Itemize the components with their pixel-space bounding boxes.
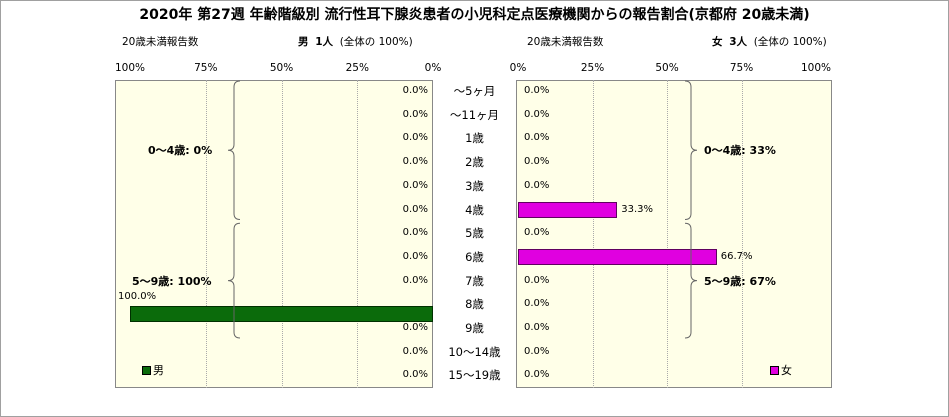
male-gridline <box>205 80 207 388</box>
female-legend-swatch <box>770 365 779 375</box>
female-bar <box>518 248 717 265</box>
female-group-brace <box>684 222 698 339</box>
age-category-label: 1歳 <box>465 131 484 146</box>
left-summary: 男 1人 (全体の 100%) <box>298 34 413 49</box>
male-legend-label: 男 <box>153 364 164 377</box>
male-data-label: 0.0% <box>402 156 428 168</box>
right-caption: 20歳未満報告数 <box>527 36 604 48</box>
female-data-label: 0.0% <box>524 227 550 239</box>
male-gridline <box>281 80 283 388</box>
age-category-label: 6歳 <box>465 249 484 264</box>
female-x-tick-label: 25% <box>580 62 605 74</box>
male-group-brace <box>227 222 241 339</box>
female-x-tick-label: 100% <box>801 62 832 74</box>
female-gridline <box>592 80 594 388</box>
male-data-label: 0.0% <box>402 274 428 286</box>
male-legend-swatch <box>142 365 151 375</box>
female-data-label: 66.7% <box>720 250 753 262</box>
male-group-brace <box>227 80 241 220</box>
female-data-label: 0.0% <box>524 345 550 357</box>
age-category-label: 7歳 <box>465 273 484 288</box>
female-gridline <box>667 80 668 388</box>
age-category-label: ～5ヶ月 <box>453 84 496 98</box>
age-category-label: 5歳 <box>465 226 484 241</box>
male-data-label: 0.0% <box>402 369 428 381</box>
female-group-brace <box>684 80 698 220</box>
right-count: 3人 <box>729 36 747 48</box>
male-data-label: 0.0% <box>402 227 428 239</box>
male-x-tick-label: 75% <box>194 62 218 74</box>
male-data-label: 0.0% <box>402 203 428 215</box>
age-category-label: 9歳 <box>465 321 484 335</box>
male-data-label: 0.0% <box>402 322 428 333</box>
male-group-label: 0～4歳: 0% <box>148 144 213 158</box>
left-caption: 20歳未満報告数 <box>122 36 199 48</box>
female-gridline <box>741 80 743 388</box>
chart-title: 2020年 第27週 年齢階級別 流行性耳下腺炎患者の小児科定点医療機関からの報… <box>139 7 810 23</box>
right-share: (全体の 100%) <box>753 36 827 48</box>
female-data-label: 0.0% <box>524 274 550 286</box>
female-data-label: 33.3% <box>621 203 653 215</box>
male-legend: 男 <box>142 362 164 378</box>
male-group-label: 5～9歳: 100% <box>132 274 212 288</box>
female-group-label: 5～9歳: 67% <box>704 274 776 288</box>
left-share: (全体の 100%) <box>339 36 413 48</box>
female-plot-area <box>516 80 832 388</box>
male-data-label: 0.0% <box>402 345 428 357</box>
right-summary: 女 3人 (全体の 100%) <box>712 34 827 49</box>
male-x-tick-label: 100% <box>115 62 146 74</box>
age-category-label: 10～14歳 <box>448 344 501 359</box>
age-category-label: 4歳 <box>465 202 484 217</box>
age-category-label: 3歳 <box>465 178 484 193</box>
female-data-label: 0.0% <box>524 298 550 310</box>
female-group-label: 0～4歳: 33% <box>704 144 776 158</box>
age-category-label: 2歳 <box>465 155 484 170</box>
left-count: 1人 <box>315 36 333 48</box>
female-data-label: 0.0% <box>524 179 550 191</box>
age-category-label: 15～19歳 <box>448 368 501 383</box>
male-data-label: 0.0% <box>402 250 428 262</box>
male-data-label: 100.0% <box>118 291 157 303</box>
male-x-tick-label: 0% <box>424 62 442 74</box>
age-category-label: ～11ヶ月 <box>449 107 500 122</box>
male-x-tick-label: 25% <box>345 62 369 74</box>
female-data-label: 0.0% <box>524 369 550 381</box>
left-sex: 男 <box>298 36 309 48</box>
male-x-tick-label: 50% <box>269 62 294 74</box>
female-bar <box>518 201 618 218</box>
male-data-label: 0.0% <box>402 108 428 120</box>
age-category-label: 8歳 <box>465 297 484 312</box>
female-x-tick-label: 50% <box>655 62 679 74</box>
female-data-label: 0.0% <box>524 108 550 120</box>
male-data-label: 0.0% <box>402 132 428 144</box>
female-data-label: 0.0% <box>524 322 550 333</box>
male-gridline <box>357 80 359 388</box>
female-data-label: 0.0% <box>524 156 550 168</box>
male-bar <box>130 306 433 323</box>
male-plot-area <box>115 80 433 388</box>
female-legend-label: 女 <box>781 364 792 377</box>
female-data-label: 0.0% <box>524 132 550 144</box>
right-sex: 女 <box>712 36 723 48</box>
female-x-tick-label: 0% <box>509 62 527 74</box>
female-legend: 女 <box>770 362 792 378</box>
male-data-label: 0.0% <box>402 179 428 191</box>
female-x-tick-label: 75% <box>729 62 754 74</box>
female-data-label: 0.0% <box>524 85 550 96</box>
male-data-label: 0.0% <box>402 85 428 96</box>
